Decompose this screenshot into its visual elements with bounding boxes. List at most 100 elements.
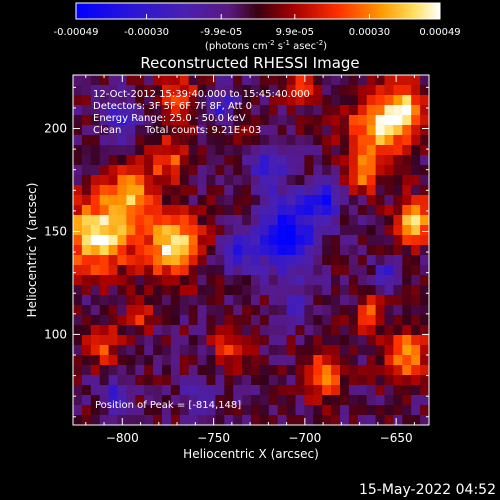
heatmap-cell: [348, 135, 359, 146]
heatmap-cell: [313, 215, 323, 226]
heatmap-cell: [144, 155, 154, 166]
heatmap-cell: [224, 305, 234, 316]
heatmap-cell: [357, 85, 368, 96]
heatmap-cell: [108, 205, 119, 216]
heatmap-cell: [259, 105, 270, 116]
heatmap-cell: [99, 155, 110, 166]
heatmap-cell: [357, 115, 368, 126]
heatmap-cell: [322, 245, 332, 256]
heatmap-cell: [135, 295, 145, 306]
heatmap-cell: [348, 145, 359, 156]
heatmap-cell: [224, 235, 234, 246]
heatmap-cell: [402, 155, 412, 166]
heatmap-cell: [366, 225, 377, 236]
heatmap-cell: [313, 385, 323, 396]
heatmap-cell: [411, 305, 421, 316]
heatmap-cell: [277, 315, 288, 326]
heatmap-cell: [251, 365, 261, 376]
heatmap-cell: [99, 125, 110, 136]
heatmap-cell: [268, 335, 279, 346]
heatmap-cell: [224, 415, 234, 425]
heatmap-cell: [206, 295, 216, 306]
heatmap-cell: [224, 95, 234, 106]
heatmap-cell: [259, 185, 270, 196]
heatmap-cell: [295, 325, 305, 336]
heatmap-cell: [197, 175, 208, 186]
heatmap-cell: [304, 185, 314, 196]
heatmap-cell: [233, 365, 243, 376]
heatmap-cell: [286, 235, 297, 246]
heatmap-cell: [295, 385, 305, 396]
heatmap-cell: [420, 355, 429, 366]
heatmap-cell: [384, 75, 394, 86]
heatmap-cell: [108, 395, 119, 406]
heatmap-cell: [375, 205, 386, 216]
heatmap-cell: [224, 325, 234, 336]
heatmap-cell: [420, 95, 429, 106]
heatmap-cell: [233, 345, 243, 356]
heatmap-cell: [73, 315, 83, 326]
heatmap-cell: [277, 155, 288, 166]
heatmap-cell: [420, 85, 429, 96]
heatmap-cell: [162, 395, 172, 406]
heatmap-cell: [81, 165, 92, 176]
heatmap-cell: [331, 115, 341, 126]
heatmap-cell: [108, 115, 119, 126]
heatmap-cell: [90, 235, 101, 246]
heatmap-cell: [348, 75, 359, 86]
heatmap-cell: [144, 245, 154, 256]
heatmap-cell: [304, 335, 314, 346]
heatmap-cell: [117, 255, 127, 266]
heatmap-cell: [117, 215, 127, 226]
heatmap-cell: [126, 85, 136, 96]
heatmap-cell: [313, 395, 323, 406]
heatmap-cell: [393, 165, 403, 176]
heatmap-cell: [135, 105, 145, 116]
heatmap-cell: [224, 205, 234, 216]
heatmap-cell: [295, 215, 305, 226]
heatmap-cell: [331, 375, 341, 386]
heatmap-cell: [117, 105, 127, 116]
heatmap-cell: [384, 175, 394, 186]
heatmap-cell: [268, 375, 279, 386]
heatmap-cell: [188, 365, 199, 376]
heatmap-cell: [81, 245, 92, 256]
heatmap-cell: [402, 245, 412, 256]
heatmap-cell: [304, 275, 314, 286]
heatmap-cell: [170, 305, 181, 316]
heatmap-cell: [322, 155, 332, 166]
heatmap-cell: [179, 225, 190, 236]
heatmap-cell: [251, 335, 261, 346]
heatmap-cell: [384, 85, 394, 96]
heatmap-cell: [206, 115, 216, 126]
heatmap-cell: [357, 355, 368, 366]
heatmap-cell: [313, 235, 323, 246]
heatmap-cell: [153, 405, 163, 416]
heatmap-cell: [295, 315, 305, 326]
heatmap-cell: [73, 215, 83, 226]
heatmap-cell: [251, 95, 261, 106]
heatmap-cell: [81, 225, 92, 236]
heatmap-cell: [322, 85, 332, 96]
heatmap-cell: [126, 155, 136, 166]
heatmap-cell: [277, 335, 288, 346]
heatmap-cell: [117, 295, 127, 306]
heatmap-cell: [233, 335, 243, 346]
heatmap-cell: [197, 105, 208, 116]
heatmap-cell: [268, 295, 279, 306]
heatmap-cell: [402, 205, 412, 216]
heatmap-cell: [90, 185, 101, 196]
heatmap-cell: [108, 295, 119, 306]
heatmap-cell: [108, 325, 119, 336]
axis-ticks: −800 −750 −700 −650 100 150 200: [44, 75, 429, 445]
heatmap-cell: [117, 405, 127, 416]
heatmap-cell: [233, 395, 243, 406]
heatmap-cell: [331, 255, 341, 266]
heatmap-cell: [242, 95, 252, 106]
heatmap-cell: [268, 405, 279, 416]
heatmap-cell: [162, 305, 172, 316]
heatmap-cell: [313, 335, 323, 346]
heatmap-cell: [179, 295, 190, 306]
heatmap-cell: [384, 245, 394, 256]
